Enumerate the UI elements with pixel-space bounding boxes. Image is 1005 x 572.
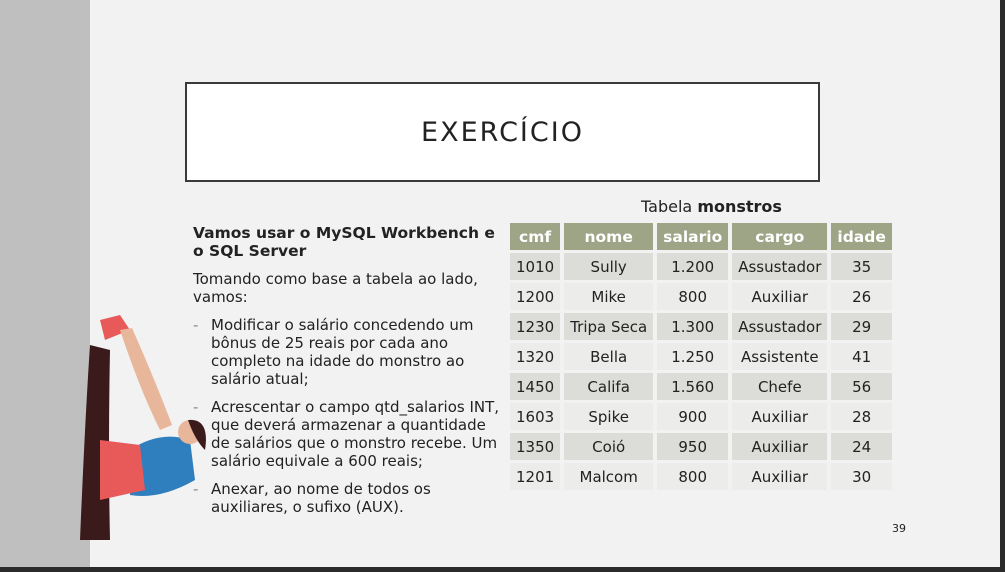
table-caption: Tabela monstros	[508, 197, 915, 216]
table-cell: 1350	[510, 433, 561, 460]
table-cell: Auxiliar	[732, 283, 828, 310]
table-cell: Spike	[564, 403, 654, 430]
table-cell: 29	[831, 313, 892, 340]
table-cell: 1.250	[657, 343, 729, 370]
title-box: EXERCÍCIO	[185, 82, 820, 182]
bullet-list: Modificar o salário concedendo um bônus …	[193, 316, 503, 516]
table-cell: 1.560	[657, 373, 729, 400]
table-cell: 1.300	[657, 313, 729, 340]
table-row: 1320 Bella 1.250 Assistente 41	[510, 343, 892, 370]
table-cell: 1.200	[657, 253, 729, 280]
caption-prefix: Tabela	[641, 197, 693, 216]
instructions: Vamos usar o MySQL Workbench e o SQL Ser…	[193, 224, 503, 526]
table-cell: Coió	[564, 433, 654, 460]
bullet: Modificar o salário concedendo um bônus …	[193, 316, 503, 388]
header-cell: idade	[831, 223, 892, 250]
table-cell: Auxiliar	[732, 463, 828, 490]
heading: Vamos usar o MySQL Workbench e o SQL Ser…	[193, 224, 495, 260]
slide-title: EXERCÍCIO	[421, 116, 584, 148]
table-row: 1230 Tripa Seca 1.300 Assustador 29	[510, 313, 892, 340]
table-cell: 26	[831, 283, 892, 310]
table-cell: 1450	[510, 373, 561, 400]
table-cell: 24	[831, 433, 892, 460]
table-cell: Califa	[564, 373, 654, 400]
table-cell: 800	[657, 283, 729, 310]
table-cell: Malcom	[564, 463, 654, 490]
table-cell: 30	[831, 463, 892, 490]
table-cell: Assustador	[732, 253, 828, 280]
table-cell: 56	[831, 373, 892, 400]
table-row: 1201 Malcom 800 Auxiliar 30	[510, 463, 892, 490]
table-cell: 1603	[510, 403, 561, 430]
table-row: 1010 Sully 1.200 Assustador 35	[510, 253, 892, 280]
header-cell: cargo	[732, 223, 828, 250]
table-cell: Sully	[564, 253, 654, 280]
table-cell: Mike	[564, 283, 654, 310]
bullet: Anexar, ao nome de todos os auxiliares, …	[193, 480, 503, 516]
table-cell: Auxiliar	[732, 403, 828, 430]
table-cell: 1201	[510, 463, 561, 490]
side-strip	[0, 0, 90, 567]
table-cell: Assistente	[732, 343, 828, 370]
table-cell: 41	[831, 343, 892, 370]
table-cell: 1200	[510, 283, 561, 310]
table-cell: Tripa Seca	[564, 313, 654, 340]
table-cell: Assustador	[732, 313, 828, 340]
bullet: Acrescentar o campo qtd_salarios INT, qu…	[193, 398, 503, 470]
table-cell: 1320	[510, 343, 561, 370]
header-cell: salario	[657, 223, 729, 250]
table-cell: 950	[657, 433, 729, 460]
header-cell: cmf	[510, 223, 561, 250]
table-cell: 1010	[510, 253, 561, 280]
caption-name: monstros	[697, 197, 782, 216]
monsters-table: cmf nome salario cargo idade 1010 Sully 1.200 As…	[506, 220, 896, 493]
table-cell: 800	[657, 463, 729, 490]
header-cell: nome	[564, 223, 654, 250]
table-row: 1350 Coió 950 Auxiliar 24	[510, 433, 892, 460]
table-cell: Chefe	[732, 373, 828, 400]
table-row: 1450 Califa 1.560 Chefe 56	[510, 373, 892, 400]
table-row: 1603 Spike 900 Auxiliar 28	[510, 403, 892, 430]
intro: Tomando como base a tabela ao lado, vamo…	[193, 270, 478, 306]
table-row: 1200 Mike 800 Auxiliar 26	[510, 283, 892, 310]
table-cell: 1230	[510, 313, 561, 340]
table-cell: Bella	[564, 343, 654, 370]
table-cell: Auxiliar	[732, 433, 828, 460]
page-number: 39	[892, 522, 906, 535]
table-cell: 35	[831, 253, 892, 280]
header-row: cmf nome salario cargo idade	[510, 223, 892, 250]
table-cell: 28	[831, 403, 892, 430]
table-cell: 900	[657, 403, 729, 430]
